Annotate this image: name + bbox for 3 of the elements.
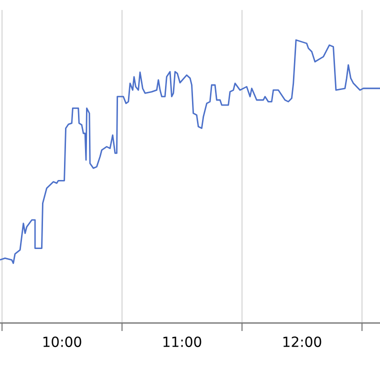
x-tick-label: 11:00 — [163, 336, 202, 348]
x-tick-label: 12:00 — [283, 336, 322, 348]
x-tick-label: 10:00 — [43, 336, 82, 348]
